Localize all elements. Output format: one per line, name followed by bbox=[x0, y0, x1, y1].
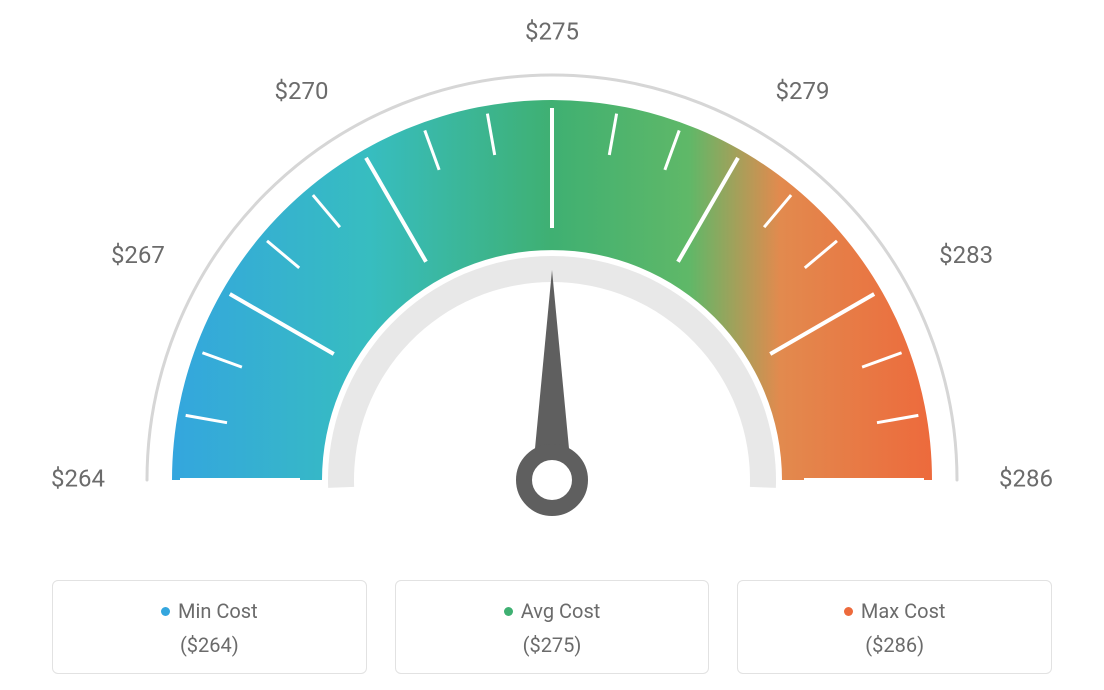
avg-value: ($275) bbox=[406, 633, 699, 657]
avg-dot bbox=[504, 607, 513, 616]
gauge-tick-label: $283 bbox=[939, 241, 993, 269]
min-value: ($264) bbox=[63, 633, 356, 657]
legend-card-avg: Avg Cost ($275) bbox=[395, 580, 710, 674]
max-dot bbox=[844, 607, 853, 616]
max-title: Max Cost bbox=[861, 599, 946, 623]
cost-gauge: $264 $267 $270 $275 $279 $283 $286 bbox=[52, 20, 1052, 560]
min-dot bbox=[161, 607, 170, 616]
gauge-tick-label: $286 bbox=[999, 464, 1053, 492]
legend-row: Min Cost ($264) Avg Cost ($275) Max Cost… bbox=[52, 580, 1052, 674]
gauge-tick-label: $275 bbox=[525, 17, 579, 45]
avg-title: Avg Cost bbox=[521, 599, 601, 623]
min-title: Min Cost bbox=[178, 599, 258, 623]
gauge-tick-label: $279 bbox=[776, 77, 830, 105]
gauge-svg: $264 $267 $270 $275 $279 $283 $286 bbox=[52, 20, 1052, 560]
gauge-hub bbox=[524, 452, 580, 508]
legend-card-max: Max Cost ($286) bbox=[737, 580, 1052, 674]
max-value: ($286) bbox=[748, 633, 1041, 657]
legend-card-min: Min Cost ($264) bbox=[52, 580, 367, 674]
gauge-tick-label: $270 bbox=[275, 77, 329, 105]
gauge-tick-label: $267 bbox=[111, 241, 165, 269]
gauge-tick-label: $264 bbox=[51, 464, 105, 492]
